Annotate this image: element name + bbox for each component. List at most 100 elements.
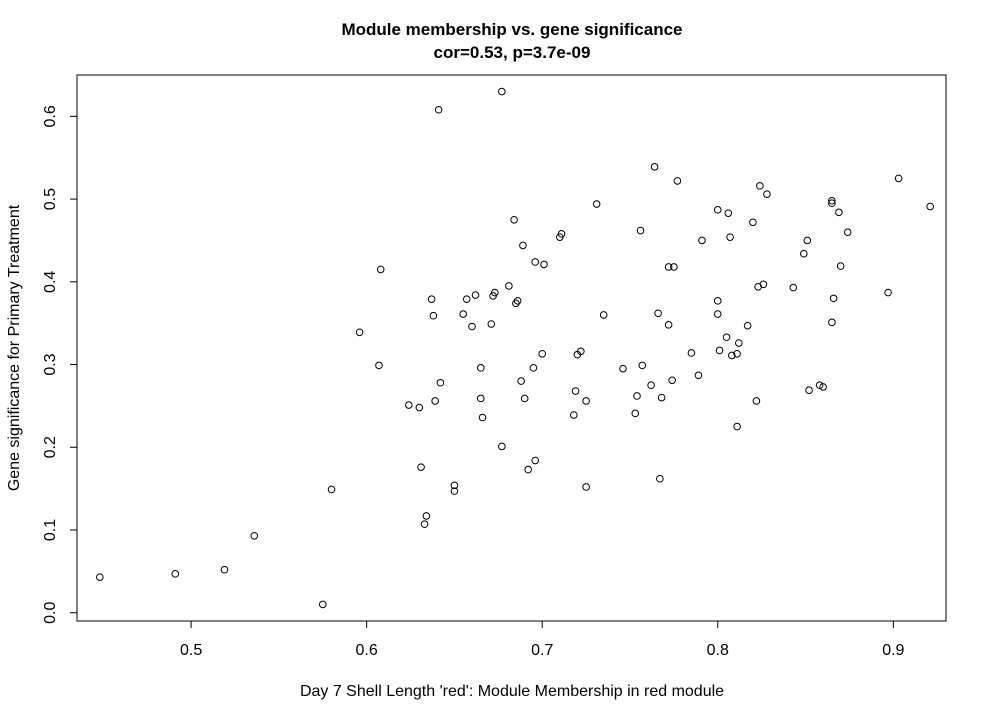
data-point: [450, 481, 459, 490]
data-point: [450, 487, 459, 495]
data-point: [664, 263, 673, 271]
data-point: [468, 322, 476, 331]
data-point: [654, 309, 662, 318]
data-point: [540, 260, 548, 269]
data-point: [531, 456, 540, 465]
data-point: [513, 297, 522, 305]
x-tick-label: 0.6: [356, 642, 378, 659]
data-point: [698, 236, 706, 245]
chart-subtitle: cor=0.53, p=3.7e-09: [434, 43, 591, 62]
data-point: [405, 401, 413, 409]
y-tick-label: 0.4: [42, 271, 59, 293]
data-point: [512, 299, 520, 308]
data-point: [743, 321, 752, 330]
plot-frame: [76, 74, 947, 622]
data-point: [417, 463, 425, 471]
data-point: [570, 411, 578, 419]
data-point: [829, 294, 838, 303]
data-point: [763, 190, 771, 198]
data-point: [250, 531, 259, 540]
data-point: [828, 199, 836, 208]
data-point: [582, 397, 590, 405]
data-point: [487, 320, 496, 328]
data-point: [805, 386, 813, 394]
data-point: [476, 394, 485, 403]
data-point: [728, 351, 736, 360]
data-point: [803, 236, 812, 245]
y-tick-label: 0.2: [42, 436, 59, 458]
data-point: [713, 206, 722, 214]
data-point: [657, 393, 666, 402]
data-point: [376, 265, 385, 274]
data-point: [819, 383, 827, 391]
y-axis-title: Gene significance for Primary Treatment: [6, 204, 23, 491]
data-point: [355, 328, 364, 337]
data-point: [828, 318, 836, 327]
data-point: [749, 218, 757, 227]
data-point: [673, 177, 682, 185]
data-point: [733, 422, 741, 431]
x-tick-label: 0.5: [180, 642, 202, 659]
data-point: [171, 570, 180, 578]
data-point: [538, 349, 547, 358]
data-point: [789, 283, 798, 292]
data-point: [592, 200, 601, 208]
data-point: [828, 196, 836, 205]
data-point: [582, 483, 590, 491]
data-point: [726, 233, 734, 241]
x-axis-title: Day 7 Shell Length 'red': Module Members…: [300, 683, 724, 700]
data-point: [318, 600, 327, 609]
data-point: [713, 297, 722, 305]
data-point: [510, 215, 518, 224]
data-point: [420, 520, 429, 529]
data-point: [327, 485, 336, 494]
data-point: [715, 346, 724, 355]
data-point: [619, 364, 627, 373]
y-tick-label: 0.1: [42, 519, 59, 541]
data-point: [656, 474, 664, 483]
data-points: [96, 87, 935, 609]
data-point: [759, 280, 768, 289]
data-point: [415, 403, 424, 412]
data-point: [96, 573, 104, 581]
data-point: [815, 381, 824, 390]
data-point: [800, 249, 808, 258]
data-point: [429, 311, 438, 320]
data-point: [478, 413, 487, 422]
data-point: [557, 230, 566, 238]
data-point: [531, 258, 540, 266]
data-point: [926, 202, 935, 211]
data-point: [752, 397, 761, 405]
data-point: [431, 397, 439, 405]
data-point: [687, 349, 696, 357]
data-point: [724, 209, 733, 217]
data-point: [633, 392, 641, 400]
data-point: [668, 376, 676, 385]
data-point: [517, 377, 525, 385]
data-point: [694, 371, 703, 380]
y-tick-label: 0.5: [42, 188, 59, 210]
data-point: [505, 282, 513, 290]
data-point: [571, 387, 580, 395]
data-point: [636, 226, 645, 235]
x-tick-label: 0.8: [707, 642, 729, 659]
x-tick-label: 0.7: [531, 642, 553, 659]
y-axis: 0.0 0.1 0.2 0.3 0.4 0.5 0.6: [42, 105, 78, 624]
data-point: [471, 291, 480, 299]
data-point: [599, 311, 608, 319]
data-point: [529, 364, 538, 372]
y-tick-label: 0.6: [42, 105, 59, 127]
data-point: [631, 409, 640, 418]
data-point: [650, 163, 659, 171]
data-point: [436, 378, 445, 387]
data-point: [835, 208, 843, 217]
data-point: [462, 295, 471, 303]
data-point: [498, 442, 506, 451]
y-tick-label: 0.3: [42, 353, 59, 375]
x-tick-label: 0.9: [882, 642, 904, 659]
data-point: [733, 349, 741, 358]
data-point: [836, 262, 845, 270]
data-point: [670, 263, 678, 271]
data-point: [638, 361, 647, 370]
